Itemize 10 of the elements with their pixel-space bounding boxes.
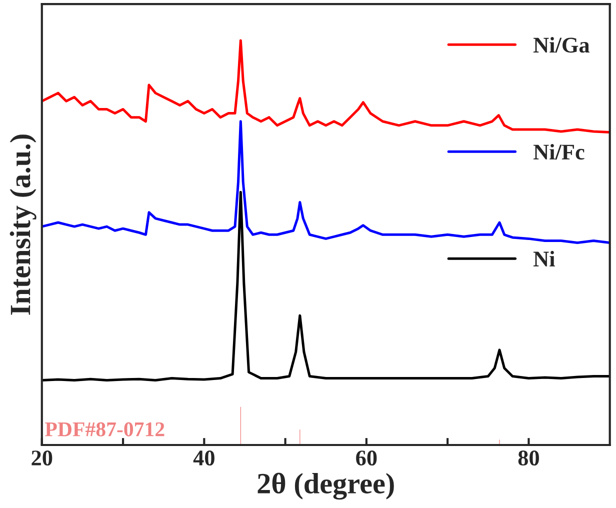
legend-label: Ni/Fc	[533, 144, 584, 160]
y-axis-title: Intensity (a.u.)	[10, 134, 36, 315]
text: PDF#87-0712	[45, 422, 164, 436]
legend-label: Ni/Ga	[533, 37, 590, 53]
x-axis-title: 2θ (degree)	[258, 472, 394, 500]
legend-label: Ni	[533, 250, 555, 266]
x-tick-label: 60	[356, 450, 377, 466]
x-tick-label: 40	[193, 450, 214, 466]
x-tick-label: 20	[32, 450, 52, 466]
x-tick-label: 80	[518, 450, 539, 466]
